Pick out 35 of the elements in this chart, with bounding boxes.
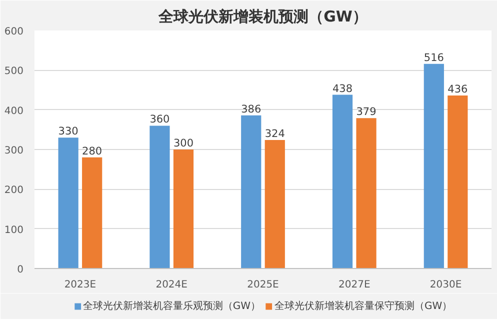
- chart-title: 全球光伏新增装机预测（GW）: [158, 8, 368, 26]
- data-label: 386: [241, 103, 262, 116]
- legend-label: 全球光伏新增装机容量保守预测（GW）: [274, 300, 452, 313]
- legend-label: 全球光伏新增装机容量乐观预测（GW）: [82, 300, 260, 313]
- data-label: 379: [356, 106, 376, 118]
- y-tick-label: 300: [4, 146, 24, 156]
- bar: [173, 150, 194, 268]
- y-tick-label: 100: [4, 224, 24, 236]
- y-tick-label: 0: [17, 264, 24, 276]
- y-tick-label: 600: [4, 26, 24, 38]
- data-label: 360: [150, 114, 170, 126]
- bar: [424, 64, 444, 268]
- y-tick-label: 400: [4, 106, 24, 117]
- x-tick-label: 2027E: [338, 280, 370, 290]
- data-label: 280: [82, 145, 102, 158]
- x-tick-label: 2024E: [156, 280, 188, 290]
- x-tick-label: 2025E: [247, 280, 279, 290]
- bar: [58, 138, 78, 268]
- bar: [241, 115, 262, 268]
- bar: [82, 157, 102, 268]
- bar: [448, 96, 468, 268]
- bar: [150, 126, 170, 268]
- y-tick-label: 500: [4, 66, 24, 78]
- data-label: 516: [424, 52, 444, 64]
- bar: [264, 140, 285, 268]
- data-label: 324: [264, 128, 286, 140]
- bar: [356, 118, 376, 268]
- y-tick-label: 200: [4, 185, 24, 196]
- x-tick-label: 2023E: [64, 280, 96, 290]
- data-label: 436: [448, 84, 468, 96]
- bar: [332, 94, 353, 268]
- x-tick-label: 2030E: [430, 280, 462, 290]
- data-label: 438: [332, 82, 353, 95]
- data-label: 330: [58, 126, 78, 138]
- data-label: 300: [173, 138, 194, 150]
